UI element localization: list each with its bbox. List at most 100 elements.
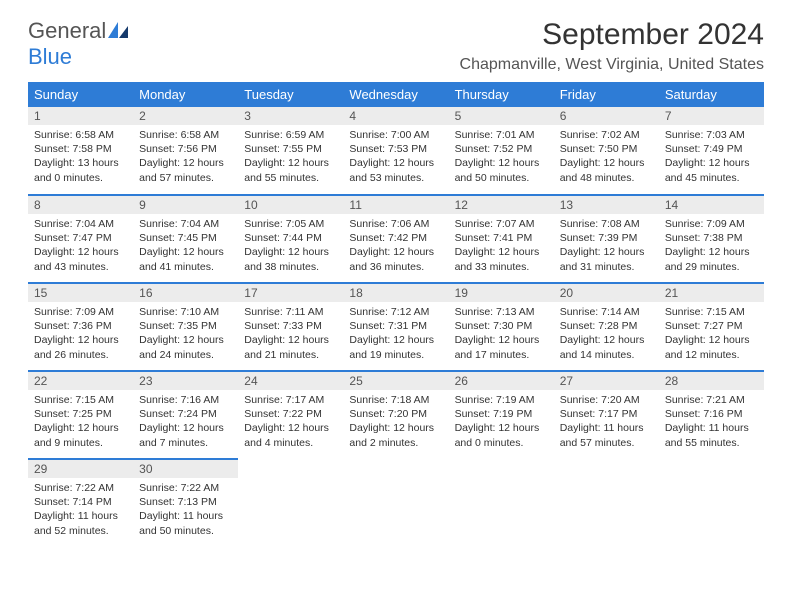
daylight-line: Daylight: 11 hours and 55 minutes. [665, 421, 758, 449]
day-number: 8 [28, 196, 133, 214]
sunrise-line: Sunrise: 7:20 AM [560, 393, 653, 407]
sunset-line: Sunset: 7:50 PM [560, 142, 653, 156]
day-cell [554, 459, 659, 547]
daylight-line: Daylight: 12 hours and 4 minutes. [244, 421, 337, 449]
day-cell: 4Sunrise: 7:00 AMSunset: 7:53 PMDaylight… [343, 107, 448, 195]
sunset-line: Sunset: 7:27 PM [665, 319, 758, 333]
sunrise-line: Sunrise: 7:12 AM [349, 305, 442, 319]
day-body: Sunrise: 6:58 AMSunset: 7:56 PMDaylight:… [133, 125, 238, 189]
day-body: Sunrise: 7:15 AMSunset: 7:25 PMDaylight:… [28, 390, 133, 454]
sunrise-line: Sunrise: 7:03 AM [665, 128, 758, 142]
day-number: 18 [343, 284, 448, 302]
sunset-line: Sunset: 7:39 PM [560, 231, 653, 245]
weekday-header: Tuesday [238, 82, 343, 107]
sunrise-line: Sunrise: 7:13 AM [455, 305, 548, 319]
sunrise-line: Sunrise: 6:59 AM [244, 128, 337, 142]
daylight-line: Daylight: 12 hours and 48 minutes. [560, 156, 653, 184]
daylight-line: Daylight: 12 hours and 41 minutes. [139, 245, 232, 273]
day-cell [238, 459, 343, 547]
day-cell: 26Sunrise: 7:19 AMSunset: 7:19 PMDayligh… [449, 371, 554, 459]
logo: General Blue [28, 18, 130, 70]
daylight-line: Daylight: 11 hours and 52 minutes. [34, 509, 127, 537]
sunset-line: Sunset: 7:25 PM [34, 407, 127, 421]
sunset-line: Sunset: 7:19 PM [455, 407, 548, 421]
day-number: 4 [343, 107, 448, 125]
day-body: Sunrise: 7:10 AMSunset: 7:35 PMDaylight:… [133, 302, 238, 366]
day-number: 14 [659, 196, 764, 214]
day-body: Sunrise: 7:03 AMSunset: 7:49 PMDaylight:… [659, 125, 764, 189]
day-body: Sunrise: 6:59 AMSunset: 7:55 PMDaylight:… [238, 125, 343, 189]
daylight-line: Daylight: 12 hours and 9 minutes. [34, 421, 127, 449]
day-body: Sunrise: 7:08 AMSunset: 7:39 PMDaylight:… [554, 214, 659, 278]
daylight-line: Daylight: 12 hours and 12 minutes. [665, 333, 758, 361]
sunset-line: Sunset: 7:47 PM [34, 231, 127, 245]
day-cell: 27Sunrise: 7:20 AMSunset: 7:17 PMDayligh… [554, 371, 659, 459]
day-cell: 17Sunrise: 7:11 AMSunset: 7:33 PMDayligh… [238, 283, 343, 371]
day-cell: 23Sunrise: 7:16 AMSunset: 7:24 PMDayligh… [133, 371, 238, 459]
day-cell: 19Sunrise: 7:13 AMSunset: 7:30 PMDayligh… [449, 283, 554, 371]
daylight-line: Daylight: 12 hours and 33 minutes. [455, 245, 548, 273]
sunset-line: Sunset: 7:49 PM [665, 142, 758, 156]
day-number: 1 [28, 107, 133, 125]
day-cell: 9Sunrise: 7:04 AMSunset: 7:45 PMDaylight… [133, 195, 238, 283]
day-body: Sunrise: 6:58 AMSunset: 7:58 PMDaylight:… [28, 125, 133, 189]
day-body: Sunrise: 7:04 AMSunset: 7:45 PMDaylight:… [133, 214, 238, 278]
sunset-line: Sunset: 7:17 PM [560, 407, 653, 421]
day-body: Sunrise: 7:22 AMSunset: 7:13 PMDaylight:… [133, 478, 238, 542]
sunrise-line: Sunrise: 7:00 AM [349, 128, 442, 142]
sunrise-line: Sunrise: 7:04 AM [139, 217, 232, 231]
sunrise-line: Sunrise: 7:18 AM [349, 393, 442, 407]
title-block: September 2024 Chapmanville, West Virgin… [460, 18, 764, 74]
day-cell: 24Sunrise: 7:17 AMSunset: 7:22 PMDayligh… [238, 371, 343, 459]
sunset-line: Sunset: 7:35 PM [139, 319, 232, 333]
sunrise-line: Sunrise: 7:06 AM [349, 217, 442, 231]
sunset-line: Sunset: 7:14 PM [34, 495, 127, 509]
sunrise-line: Sunrise: 7:15 AM [665, 305, 758, 319]
day-cell: 2Sunrise: 6:58 AMSunset: 7:56 PMDaylight… [133, 107, 238, 195]
day-cell: 8Sunrise: 7:04 AMSunset: 7:47 PMDaylight… [28, 195, 133, 283]
day-number: 30 [133, 460, 238, 478]
day-body: Sunrise: 7:07 AMSunset: 7:41 PMDaylight:… [449, 214, 554, 278]
day-number: 17 [238, 284, 343, 302]
day-number: 3 [238, 107, 343, 125]
day-body: Sunrise: 7:16 AMSunset: 7:24 PMDaylight:… [133, 390, 238, 454]
day-number: 27 [554, 372, 659, 390]
weekday-header: Friday [554, 82, 659, 107]
sunrise-line: Sunrise: 6:58 AM [139, 128, 232, 142]
location: Chapmanville, West Virginia, United Stat… [460, 56, 764, 74]
day-number: 9 [133, 196, 238, 214]
sunrise-line: Sunrise: 7:22 AM [139, 481, 232, 495]
sunset-line: Sunset: 7:45 PM [139, 231, 232, 245]
daylight-line: Daylight: 12 hours and 17 minutes. [455, 333, 548, 361]
week-row: 8 Sunrise: 7:04 AM Sunset: 7:47 PM Daylight… [28, 195, 764, 283]
daylight-line: Daylight: 12 hours and 24 minutes. [139, 333, 232, 361]
sunset-line: Sunset: 7:24 PM [139, 407, 232, 421]
day-cell: 28Sunrise: 7:21 AMSunset: 7:16 PMDayligh… [659, 371, 764, 459]
calendar-table: Sunday Monday Tuesday Wednesday Thursday… [28, 82, 764, 547]
week-row: 22Sunrise: 7:15 AMSunset: 7:25 PMDayligh… [28, 371, 764, 459]
day-cell: 10Sunrise: 7:05 AMSunset: 7:44 PMDayligh… [238, 195, 343, 283]
day-number: 6 [554, 107, 659, 125]
day-number: 12 [449, 196, 554, 214]
day-body: Sunrise: 7:19 AMSunset: 7:19 PMDaylight:… [449, 390, 554, 454]
day-cell: 13Sunrise: 7:08 AMSunset: 7:39 PMDayligh… [554, 195, 659, 283]
day-cell: 18Sunrise: 7:12 AMSunset: 7:31 PMDayligh… [343, 283, 448, 371]
sunset-line: Sunset: 7:53 PM [349, 142, 442, 156]
sunset-line: Sunset: 7:31 PM [349, 319, 442, 333]
sunset-line: Sunset: 7:33 PM [244, 319, 337, 333]
weekday-header: Saturday [659, 82, 764, 107]
daylight-line: Daylight: 12 hours and 0 minutes. [455, 421, 548, 449]
day-cell: 16Sunrise: 7:10 AMSunset: 7:35 PMDayligh… [133, 283, 238, 371]
logo-text-general: General [28, 18, 106, 43]
day-number: 5 [449, 107, 554, 125]
sunrise-line: Sunrise: 7:11 AM [244, 305, 337, 319]
day-cell: 5Sunrise: 7:01 AMSunset: 7:52 PMDaylight… [449, 107, 554, 195]
day-cell [449, 459, 554, 547]
sunset-line: Sunset: 7:42 PM [349, 231, 442, 245]
day-cell: 29Sunrise: 7:22 AMSunset: 7:14 PMDayligh… [28, 459, 133, 547]
daylight-line: Daylight: 12 hours and 14 minutes. [560, 333, 653, 361]
sunrise-line: Sunrise: 7:05 AM [244, 217, 337, 231]
sunrise-line: Sunrise: 7:14 AM [560, 305, 653, 319]
day-body: Sunrise: 7:00 AMSunset: 7:53 PMDaylight:… [343, 125, 448, 189]
day-number: 21 [659, 284, 764, 302]
